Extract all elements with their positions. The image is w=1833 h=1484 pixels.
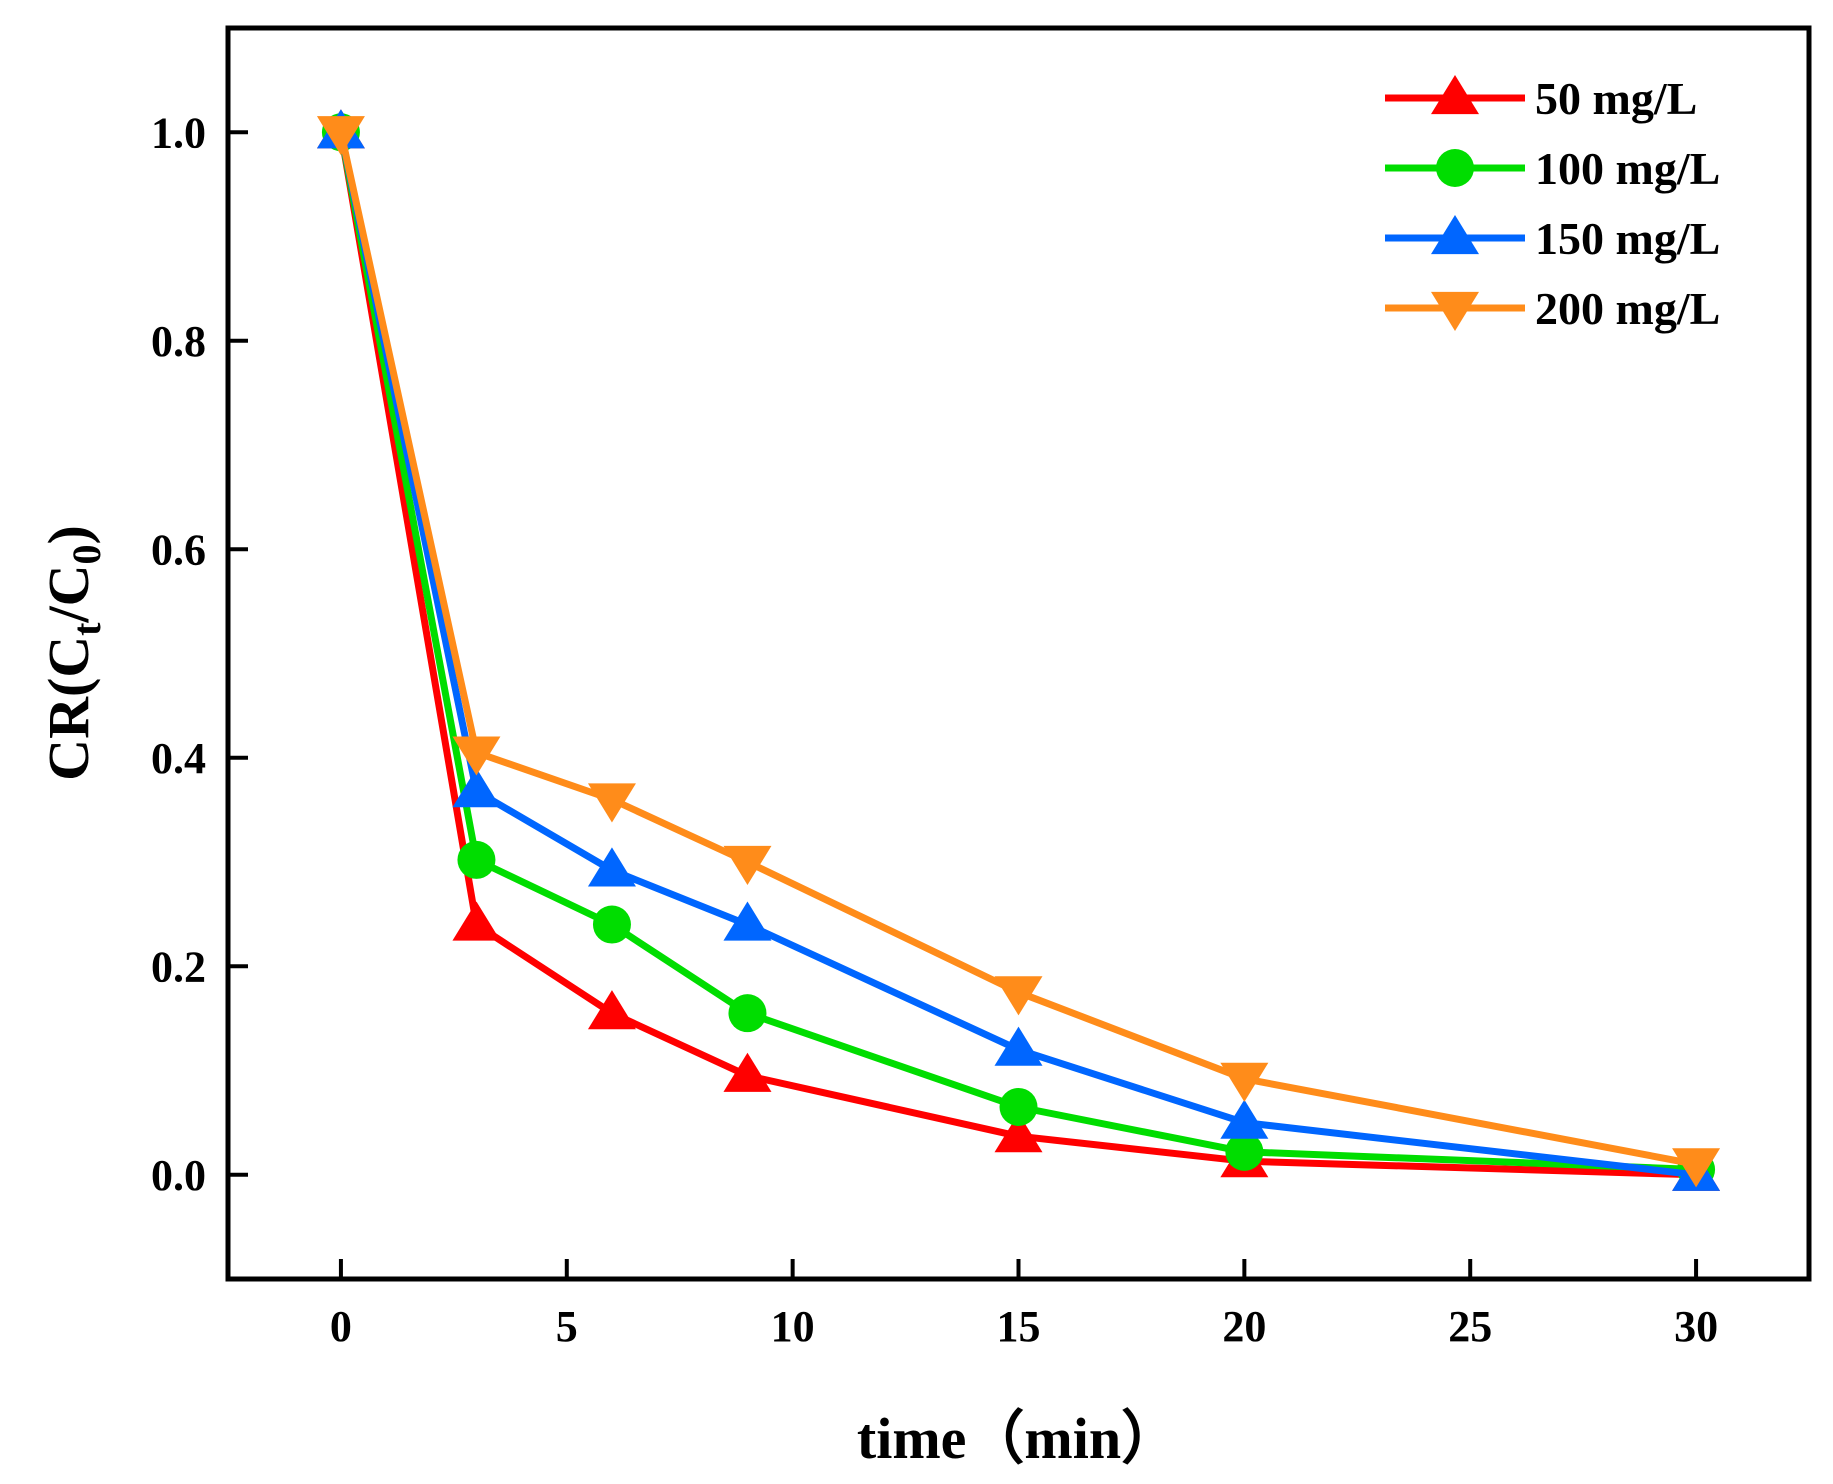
x-tick-label: 30 — [1674, 1302, 1718, 1351]
legend-label: 150 mg/L — [1535, 213, 1720, 264]
y-tick-label: 0.2 — [151, 942, 206, 991]
x-axis-title: time（min） — [857, 1406, 1179, 1471]
series-3 — [316, 116, 1721, 1188]
y-axis-title: CR(Ct/C0) — [36, 525, 109, 781]
data-point — [587, 990, 636, 1030]
legend: 50 mg/L 100 mg/L 150 mg/L 200 mg/L — [1385, 73, 1720, 334]
series-layer — [316, 109, 1721, 1191]
ticks-layer: 0 5 10 15 20 25 30 0.0 0.2 0.4 0.6 0.8 1.0 — [151, 108, 1718, 1351]
x-tick-label: 0 — [330, 1302, 352, 1351]
data-point — [723, 1052, 772, 1092]
legend-label: 200 mg/L — [1535, 283, 1720, 334]
data-point — [587, 847, 636, 887]
data-point — [452, 768, 501, 808]
data-point — [723, 845, 772, 885]
legend-marker — [1431, 291, 1479, 331]
data-point — [452, 736, 501, 776]
data-point — [452, 901, 501, 941]
legend-item: 50 mg/L — [1385, 73, 1697, 124]
y-axis-title-suffix: ) — [36, 525, 101, 544]
x-tick-label: 25 — [1448, 1302, 1492, 1351]
series-line — [337, 131, 1697, 1179]
data-point — [457, 840, 496, 879]
x-tick-label: 5 — [556, 1302, 578, 1351]
y-tick-label: 1.0 — [151, 108, 206, 157]
data-point — [728, 994, 767, 1033]
data-point — [1672, 1148, 1721, 1188]
y-axis-title-sub-t: t — [64, 622, 109, 636]
data-point — [1220, 1062, 1269, 1102]
data-point — [592, 905, 631, 944]
legend-item: 100 mg/L — [1385, 143, 1720, 194]
y-tick-label: 0.8 — [151, 317, 206, 366]
y-axis-title-prefix: CR(C — [36, 636, 101, 781]
legend-marker — [1431, 215, 1479, 255]
data-point — [999, 1087, 1038, 1126]
data-point — [994, 1113, 1043, 1153]
legend-item: 150 mg/L — [1385, 213, 1720, 264]
y-tick-label: 0.6 — [151, 525, 206, 574]
legend-marker — [1431, 75, 1479, 115]
data-point — [994, 1026, 1043, 1066]
data-point — [587, 783, 636, 823]
y-axis-title-sub-0: 0 — [64, 545, 109, 565]
data-point — [994, 976, 1043, 1016]
y-tick-label: 0.4 — [151, 734, 206, 783]
x-tick-label: 20 — [1222, 1302, 1266, 1351]
x-tick-label: 10 — [771, 1302, 815, 1351]
data-point — [1225, 1132, 1264, 1171]
series-2 — [316, 109, 1721, 1191]
data-point — [316, 116, 365, 156]
y-tick-label: 0.0 — [151, 1151, 206, 1200]
legend-item: 200 mg/L — [1385, 283, 1720, 334]
y-axis-title-mid: /C — [36, 565, 101, 624]
series-line — [337, 131, 1697, 1179]
data-point — [1220, 1099, 1269, 1139]
legend-marker — [1436, 149, 1474, 187]
data-point — [723, 901, 772, 941]
legend-label: 50 mg/L — [1535, 73, 1697, 124]
legend-label: 100 mg/L — [1535, 143, 1720, 194]
x-tick-label: 15 — [997, 1302, 1041, 1351]
